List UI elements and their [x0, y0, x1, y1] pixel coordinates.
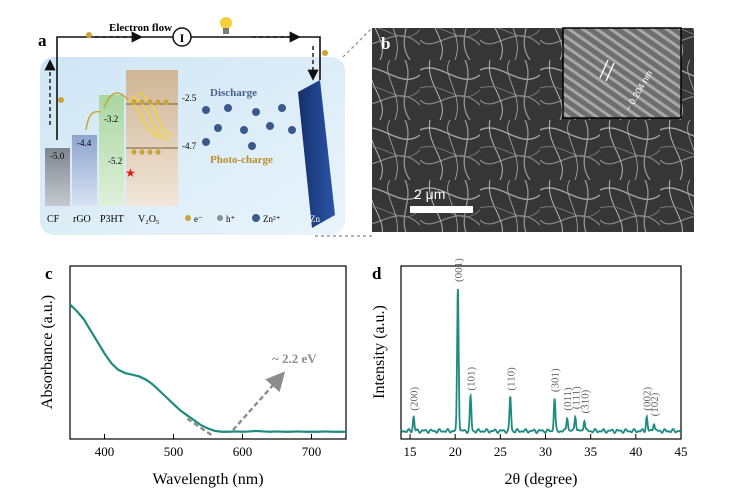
- electron-flow-label: Electron flow: [109, 22, 172, 34]
- peak-label: (310): [579, 389, 591, 413]
- level-label: -4.7: [182, 141, 197, 151]
- rgo-block: [72, 135, 97, 206]
- scale-bar-label: 2 μm: [414, 186, 445, 202]
- x-tick-label: 600: [233, 444, 253, 459]
- p3ht-block: [99, 95, 124, 206]
- legend-electron-icon: [185, 215, 191, 221]
- peak-label: (001): [453, 258, 465, 282]
- legend-hole-icon: [217, 215, 223, 221]
- tangent-line: [186, 417, 213, 436]
- peak-label: (110): [505, 367, 517, 391]
- zoom-line: [342, 27, 373, 58]
- lattice-marker: [605, 62, 615, 82]
- band-gap-arrow: [232, 371, 286, 431]
- legend-zinc-icon: [252, 214, 260, 222]
- electron-dot: [322, 50, 328, 56]
- zn-anode: [298, 80, 335, 228]
- level-label: -3.2: [104, 114, 118, 124]
- layer-label-cf: CF: [47, 214, 60, 225]
- ammeter: [172, 27, 192, 47]
- electron-row: [131, 99, 169, 155]
- layer-label-v2o5: V₂O₅: [138, 214, 159, 225]
- electron-dot: [58, 97, 64, 103]
- x-tick-label: 15: [404, 444, 417, 459]
- panel-a: a I Electron flow -5.0 -4.4 -3.2 -5.2 -2…: [38, 17, 373, 237]
- x-tick-label: 700: [302, 444, 322, 459]
- legend-electron: e⁻: [194, 214, 203, 224]
- level-label: -4.4: [77, 138, 92, 148]
- level-label: -5.0: [50, 151, 65, 161]
- level-label: -5.2: [108, 156, 122, 166]
- photo-ray: [131, 95, 169, 141]
- legend-zinc: Zn²⁺: [263, 214, 281, 224]
- plot-c-ylabel: Absorbance (a.u.): [39, 295, 56, 409]
- plot-d-x-ticks: 15 20 25 30 35 40 45: [404, 434, 688, 459]
- scale-bar: [410, 206, 473, 213]
- zn-label: Zn: [310, 214, 320, 224]
- photo-charge-label: Photo-charge: [210, 154, 273, 166]
- peak-label: (301): [550, 368, 562, 392]
- panel-d: d 15 20 25 30 35 40 45 (200) (001) (101) (110) (30…: [371, 258, 688, 488]
- peak-label: (002): [642, 387, 654, 411]
- plot-d-frame: [400, 265, 682, 440]
- x-tick-label: 400: [95, 444, 115, 459]
- photo-ray: [137, 91, 173, 137]
- peak-label: (011): [562, 387, 574, 411]
- x-tick-label: 25: [494, 444, 507, 459]
- peak-labels: (200) (001) (101) (110) (301)(011)(111)(310)…: [409, 258, 661, 417]
- hrtem-inset: [562, 27, 682, 119]
- x-tick-label: 35: [584, 444, 597, 459]
- charge-transfer-arrow: [103, 92, 129, 109]
- star-icon: ★: [125, 166, 136, 180]
- absorbance-curve: [69, 303, 346, 433]
- plot-c-xlabel: Wavelength (nm): [152, 471, 263, 488]
- panel-d-label: d: [372, 264, 382, 283]
- panel-c: c 400 500 600 700 ~ 2.2 eV Wavelength (nm) …: [39, 264, 347, 488]
- peak-label: (111): [570, 386, 582, 409]
- cf-block: [45, 148, 70, 206]
- x-tick-label: 500: [164, 444, 184, 459]
- peak-label: (102): [649, 392, 661, 416]
- xrd-pattern: [400, 288, 682, 435]
- x-tick-label: 20: [449, 444, 462, 459]
- ammeter-label: I: [180, 31, 185, 45]
- band-gap-label: ~ 2.2 eV: [272, 351, 317, 366]
- electron-dot: [86, 32, 92, 38]
- panel-a-label: a: [38, 31, 47, 50]
- x-tick-label: 40: [629, 444, 642, 459]
- light-bulb-icon: [220, 17, 232, 34]
- level-label: -2.5: [182, 93, 197, 103]
- lattice-marker: [599, 59, 609, 79]
- v2o5-block: [126, 70, 178, 206]
- peak-label: (101): [466, 367, 478, 391]
- panel-b-label: b: [381, 34, 390, 53]
- panel-c-label: c: [45, 264, 53, 283]
- discharge-label: Discharge: [210, 87, 257, 99]
- x-tick-label: 45: [675, 444, 688, 459]
- legend-hole: h⁺: [226, 214, 236, 224]
- panel-b: b ~ 0.204 nm 2 μm: [372, 27, 694, 232]
- plot-c-x-ticks: 400 500 600 700: [95, 434, 322, 459]
- peak-label: (200): [409, 387, 421, 411]
- x-tick-label: 30: [539, 444, 552, 459]
- plot-d-xlabel: 2θ (degree): [505, 471, 578, 488]
- layer-label-rgo: rGO: [73, 214, 91, 225]
- zinc-ions: [202, 104, 296, 150]
- charge-transfer-arrow: [85, 110, 101, 131]
- layer-label-p3ht: P3HT: [100, 214, 124, 225]
- plot-d-ylabel: Intensity (a.u.): [371, 305, 388, 399]
- plot-c-frame: [69, 265, 347, 440]
